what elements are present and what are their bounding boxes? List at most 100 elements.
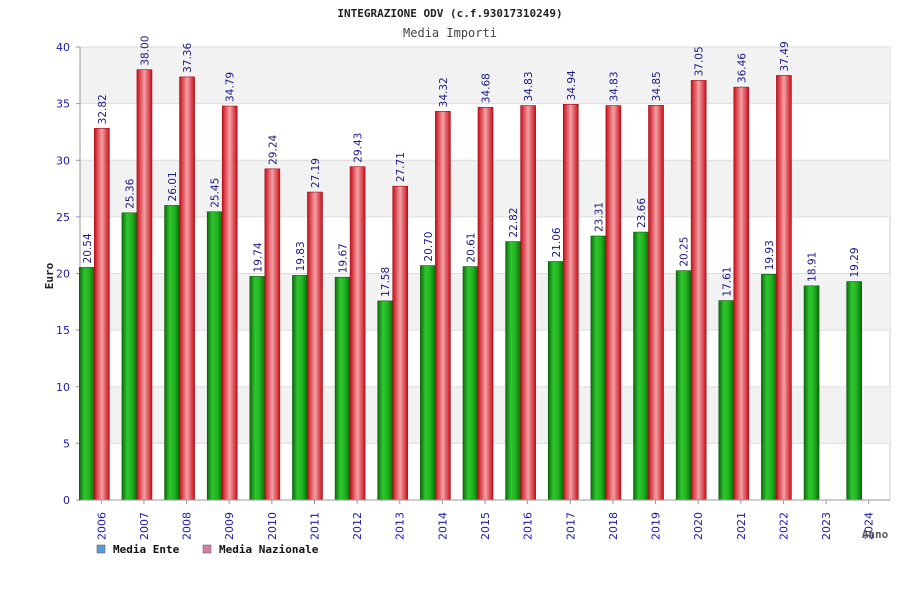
bar-media-nazionale-2020 — [690, 80, 707, 501]
data-label: 29.43 — [353, 133, 365, 163]
bar-media-nazionale-2022 — [776, 75, 792, 501]
data-label: 34.83 — [523, 71, 535, 101]
bar-media-nazionale-2015 — [477, 106, 494, 501]
bar-media-ente-2009 — [206, 211, 223, 501]
data-label: 26.01 — [167, 171, 179, 201]
data-label: 19.29 — [849, 247, 861, 277]
y-tick-label: 5 — [63, 437, 70, 450]
bar-media-nazionale-2018 — [605, 105, 622, 501]
bar-media-nazionale-2016 — [520, 105, 536, 501]
bar-series — [79, 69, 862, 501]
x-axis-label: Anno — [862, 528, 889, 541]
data-label: 20.61 — [466, 233, 478, 263]
bar-media-ente-2010 — [249, 276, 266, 501]
y-tick-label: 0 — [63, 494, 70, 507]
y-tick-label: 40 — [56, 41, 70, 54]
data-label: 19.83 — [295, 241, 307, 271]
data-label: 19.93 — [764, 240, 776, 270]
x-tick-label: 2006 — [95, 512, 108, 540]
bar-media-ente-2007 — [121, 212, 138, 501]
bar-media-nazionale-2006 — [94, 128, 110, 501]
x-tick-label: 2013 — [394, 512, 407, 540]
data-label: 19.67 — [338, 243, 350, 273]
data-label: 34.85 — [651, 71, 663, 101]
data-label: 37.36 — [182, 43, 194, 73]
data-label: 27.71 — [395, 152, 407, 182]
data-label: 25.36 — [124, 178, 136, 208]
bar-media-ente-2016 — [505, 241, 521, 501]
data-labels: 20.54 25.36 26.01 25.45 19.74 19.83 19.67 17.58… — [82, 36, 861, 297]
bar-media-ente-2012 — [334, 276, 351, 501]
data-label: 17.61 — [721, 267, 733, 297]
data-label: 37.49 — [779, 41, 791, 71]
data-label: 27.19 — [310, 158, 322, 188]
bar-media-nazionale-2014 — [435, 111, 451, 501]
data-label: 20.54 — [82, 233, 94, 263]
bar-media-nazionale-2011 — [307, 191, 323, 501]
bar-media-ente-2018 — [590, 235, 607, 501]
chart-title: INTEGRAZIONE ODV (c.f.93017310249) — [337, 7, 562, 20]
bar-media-ente-2022 — [761, 273, 777, 501]
bar-media-ente-2013 — [377, 300, 394, 501]
legend-label-media-nazionale: Media Nazionale — [219, 543, 319, 556]
legend-label-media-ente: Media Ente — [113, 543, 180, 556]
data-label: 38.00 — [139, 36, 151, 66]
data-label: 17.58 — [380, 267, 392, 297]
bar-media-nazionale-2007 — [136, 69, 153, 501]
bar-media-ente-2021 — [718, 300, 735, 501]
y-axis: 0 5 10 15 20 25 30 35 40 — [56, 41, 81, 507]
data-label: 37.05 — [694, 46, 706, 76]
x-tick-label: 2016 — [522, 512, 535, 540]
x-tick-label: 2007 — [138, 512, 151, 540]
data-label: 20.25 — [679, 237, 691, 267]
bar-media-ente-2006 — [79, 267, 95, 501]
x-tick-label: 2015 — [479, 512, 492, 540]
x-tick-label: 2023 — [820, 512, 833, 540]
bar-media-ente-2019 — [633, 231, 649, 501]
data-label: 34.94 — [566, 70, 578, 100]
bar-media-nazionale-2019 — [648, 105, 664, 501]
y-tick-label: 25 — [56, 211, 70, 224]
x-tick-label: 2009 — [223, 512, 236, 540]
legend-swatch-media-nazionale — [202, 544, 212, 554]
bar-media-ente-2014 — [420, 265, 436, 501]
bar-media-ente-2023 — [803, 285, 820, 501]
data-label: 20.70 — [423, 232, 435, 262]
x-axis: 2006 2007 2008 2009 2010 2011 2012 2013 2014 2015… — [80, 499, 890, 540]
data-label: 23.66 — [636, 198, 648, 228]
bar-media-ente-2024 — [846, 281, 862, 501]
bar-media-ente-2017 — [547, 261, 564, 501]
x-tick-label: 2008 — [181, 512, 194, 540]
bar-media-ente-2008 — [164, 205, 180, 501]
x-tick-label: 2019 — [650, 512, 663, 540]
x-tick-label: 2014 — [436, 512, 449, 540]
grid-band — [80, 47, 890, 104]
y-tick-label: 15 — [56, 324, 70, 337]
data-label: 32.82 — [97, 94, 109, 124]
bar-media-nazionale-2010 — [264, 168, 281, 501]
x-tick-label: 2011 — [308, 512, 321, 540]
bar-media-nazionale-2021 — [733, 86, 750, 501]
chart-subtitle: Media Importi — [403, 26, 497, 40]
y-axis-label: Euro — [43, 262, 56, 289]
x-tick-label: 2024 — [863, 512, 876, 540]
bar-media-nazionale-2008 — [179, 76, 195, 501]
bar-media-ente-2011 — [292, 275, 308, 501]
legend: Media Ente Media Nazionale — [96, 543, 319, 556]
y-tick-label: 10 — [56, 381, 70, 394]
bar-media-nazionale-2012 — [349, 166, 366, 501]
data-label: 36.46 — [736, 53, 748, 83]
bar-media-nazionale-2009 — [221, 105, 238, 501]
x-tick-label: 2020 — [692, 512, 705, 540]
data-label: 22.82 — [508, 208, 520, 238]
data-label: 34.68 — [481, 73, 493, 103]
y-tick-label: 35 — [56, 98, 70, 111]
bar-media-ente-2020 — [675, 270, 692, 501]
data-label: 23.31 — [593, 202, 605, 232]
x-tick-label: 2018 — [607, 512, 620, 540]
data-label: 29.24 — [267, 134, 279, 164]
data-label: 25.45 — [210, 178, 222, 208]
x-tick-label: 2010 — [266, 512, 279, 540]
x-tick-label: 2012 — [351, 512, 364, 540]
